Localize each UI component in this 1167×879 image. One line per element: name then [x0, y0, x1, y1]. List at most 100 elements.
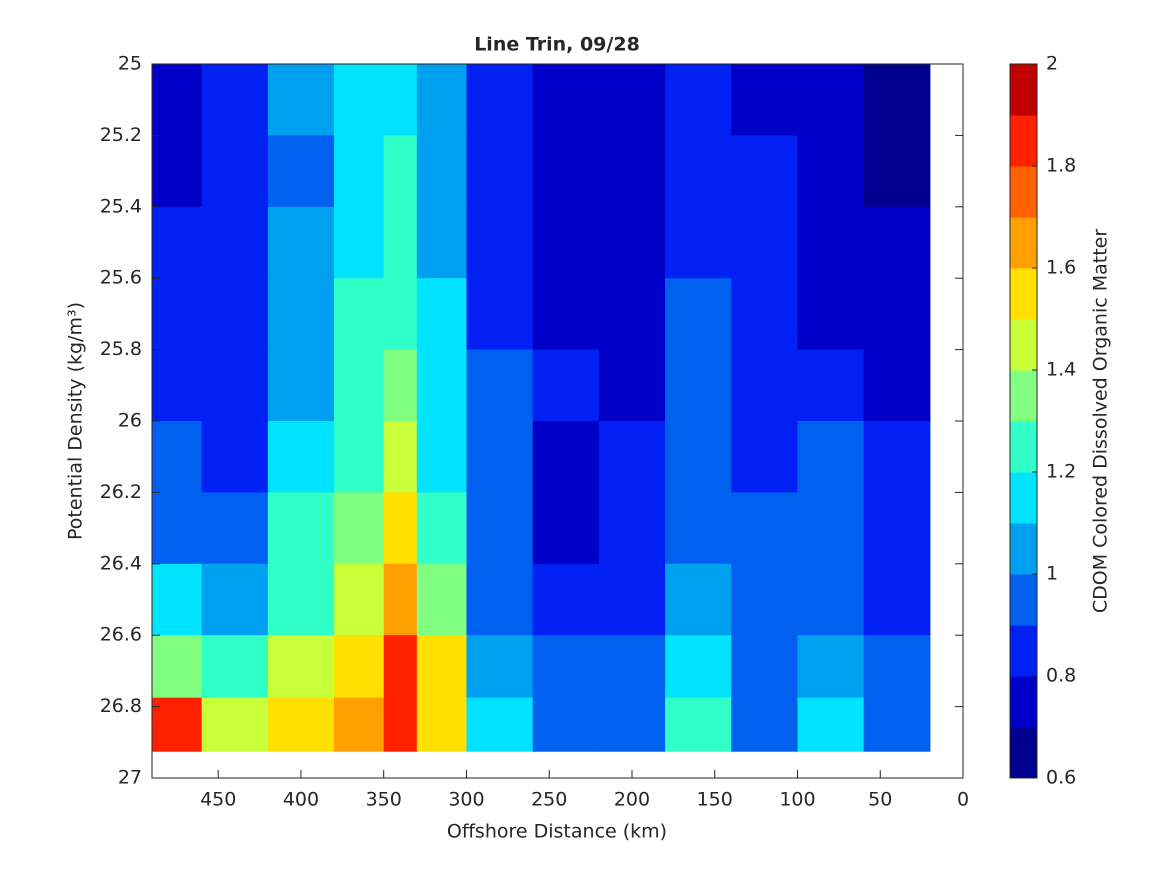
contour-cell: [665, 278, 732, 351]
x-tick-label: 0: [957, 789, 969, 811]
colorbar-segment: [1010, 625, 1037, 677]
contour-cell: [416, 563, 467, 636]
contour-cell: [383, 349, 418, 422]
y-tick-label: 26.6: [100, 624, 142, 646]
contour-cell: [731, 206, 798, 279]
contour-cell: [598, 278, 666, 351]
contour-cell: [152, 421, 203, 493]
y-tick-label: 25.4: [100, 195, 142, 217]
contour-cell: [598, 349, 666, 422]
contour-cell: [532, 349, 600, 422]
contour-cell: [797, 278, 865, 351]
contour-cell: [863, 135, 931, 208]
contour-cell: [267, 206, 335, 279]
x-tick-label: 100: [779, 789, 815, 811]
contour-cell: [383, 206, 418, 279]
contour-cell: [416, 278, 467, 351]
contour-cell: [731, 278, 798, 351]
x-tick-label: 50: [868, 789, 892, 811]
contour-cell: [665, 563, 732, 636]
contour-cell: [598, 135, 666, 208]
contour-cell: [797, 64, 865, 136]
contour-cell: [731, 635, 798, 699]
contour-cell: [334, 278, 385, 351]
contour-cell: [267, 421, 335, 493]
colorbar-tick-label: 1.2: [1046, 461, 1076, 483]
x-axis-label: Offshore Distance (km): [447, 821, 667, 843]
contour-cell: [797, 349, 865, 422]
x-tick-label: 300: [448, 789, 484, 811]
contour-cell: [466, 349, 534, 422]
contour-cell: [267, 135, 335, 208]
contour-cell: [334, 421, 385, 493]
contour-cell: [334, 135, 385, 208]
contour-cell: [598, 635, 666, 699]
contour-cell: [201, 697, 269, 752]
contour-cell: [416, 206, 467, 279]
contour-cell: [201, 349, 269, 422]
contour-cell: [532, 563, 600, 636]
y-tick-label: 25.6: [100, 267, 142, 289]
contour-cell: [466, 635, 534, 699]
contour-cell: [797, 421, 865, 493]
contour-cell: [532, 492, 600, 565]
colorbar-tick-label: 2: [1046, 53, 1058, 75]
contour-cell: [665, 697, 732, 752]
contour-cell: [201, 635, 269, 699]
contour-cell: [201, 64, 269, 136]
contour-cell: [267, 492, 335, 565]
colorbar-tick-label: 1.6: [1046, 257, 1076, 279]
y-tick-label: 25.8: [100, 338, 142, 360]
contour-cell: [598, 206, 666, 279]
colorbar-label: CDOM Colored Dissolved Organic Matter: [1090, 229, 1112, 613]
contour-cell: [532, 64, 600, 136]
colorbar-segment: [1010, 421, 1037, 473]
contour-cell: [416, 635, 467, 699]
contour-cell: [201, 206, 269, 279]
contour-cell: [665, 64, 732, 136]
contour-cell: [383, 64, 418, 136]
contour-cell: [267, 349, 335, 422]
contour-cell: [797, 206, 865, 279]
contour-cell: [267, 563, 335, 636]
contour-cell: [532, 278, 600, 351]
contour-cell: [383, 492, 418, 565]
contour-cell: [152, 64, 203, 136]
colorbar-segment: [1010, 115, 1037, 167]
contour-cell: [334, 563, 385, 636]
contour-cell: [383, 278, 418, 351]
contour-cell: [731, 64, 798, 136]
colorbar-tick-label: 1.8: [1046, 155, 1076, 177]
contour-cell: [466, 64, 534, 136]
contour-cell: [201, 563, 269, 636]
contour-cell: [267, 697, 335, 752]
contour-cell: [466, 697, 534, 752]
contour-cell: [152, 349, 203, 422]
colorbar-segment: [1010, 268, 1037, 320]
contour-cell: [863, 563, 931, 636]
contour-cell: [383, 421, 418, 493]
contour-cell: [152, 206, 203, 279]
contour-cell: [863, 206, 931, 279]
contour-cell: [201, 135, 269, 208]
contour-cell: [863, 635, 931, 699]
contour-cell: [665, 421, 732, 493]
contour-cell: [334, 64, 385, 136]
contour-cell: [466, 135, 534, 208]
contour-cell: [863, 64, 931, 136]
contour-cell: [267, 635, 335, 699]
colorbar-segment: [1010, 370, 1037, 422]
colorbar-segment: [1010, 217, 1037, 269]
contour-cell: [731, 135, 798, 208]
colorbar-tick-label: 0.6: [1046, 767, 1076, 789]
x-tick-label: 250: [531, 789, 567, 811]
x-tick-label: 350: [366, 789, 402, 811]
contour-cell: [334, 206, 385, 279]
contour-cell: [416, 135, 467, 208]
contour-cell: [731, 349, 798, 422]
contour-cell: [863, 697, 931, 752]
contour-cell: [797, 135, 865, 208]
contour-cell: [152, 563, 203, 636]
contour-cell: [731, 563, 798, 636]
